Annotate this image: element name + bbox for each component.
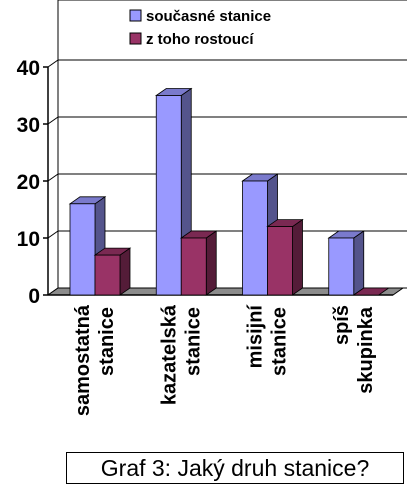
y-tick-label: 10 [17, 228, 40, 251]
y-tick-label: 0 [28, 285, 40, 308]
bar-side [119, 247, 131, 296]
y-tick-label: 40 [17, 57, 40, 80]
bar [180, 237, 207, 296]
gridline-side [47, 116, 59, 125]
category-label: misijní stanice [245, 304, 291, 376]
bar [69, 203, 96, 296]
legend-label: z toho rostoucí [146, 31, 254, 48]
bar [242, 180, 268, 296]
bars-group [68, 87, 391, 296]
bar-side [205, 230, 217, 296]
category-label: spíš skupinka [331, 305, 377, 394]
category-labels: samostatná stanice kazatelská stanice misijn… [72, 304, 377, 417]
category-label-line: kazatelská [158, 304, 180, 405]
bar [155, 95, 182, 296]
legend-label: současné stanice [146, 8, 271, 25]
category-label: samostatná stanice [72, 304, 118, 416]
category-label-line: stanice [182, 307, 204, 376]
category-label-line: misijní [245, 304, 267, 369]
caption-box: Graf 3: Jaký druh stanice? [66, 452, 404, 484]
bar [352, 287, 391, 296]
bar-side [292, 218, 303, 296]
legend-swatch [129, 32, 142, 45]
gridline-side [47, 59, 59, 68]
legend: současné stanice z toho rostoucí [129, 8, 271, 48]
y-tick-label: 20 [17, 171, 40, 194]
plot-area [46, 0, 407, 296]
gridline-side [47, 173, 59, 182]
bar [267, 226, 293, 296]
y-tick-label: 30 [17, 114, 40, 137]
legend-swatch [129, 9, 142, 22]
category-label-line: stanice [96, 307, 118, 376]
bar-side [353, 230, 365, 296]
category-label-line: spíš [331, 305, 353, 345]
category-label-line: skupinka [355, 306, 377, 394]
chart-caption: Graf 3: Jaký druh stanice? [100, 454, 370, 481]
category-label: kazatelská stanice [158, 304, 204, 405]
y-axis-ticks: 0 10 20 30 40 [17, 57, 48, 308]
gridline-side [47, 230, 59, 239]
bar [328, 237, 355, 296]
category-label-line: stanice [269, 307, 291, 376]
category-label-line: samostatná [72, 304, 94, 416]
bar [94, 254, 121, 296]
